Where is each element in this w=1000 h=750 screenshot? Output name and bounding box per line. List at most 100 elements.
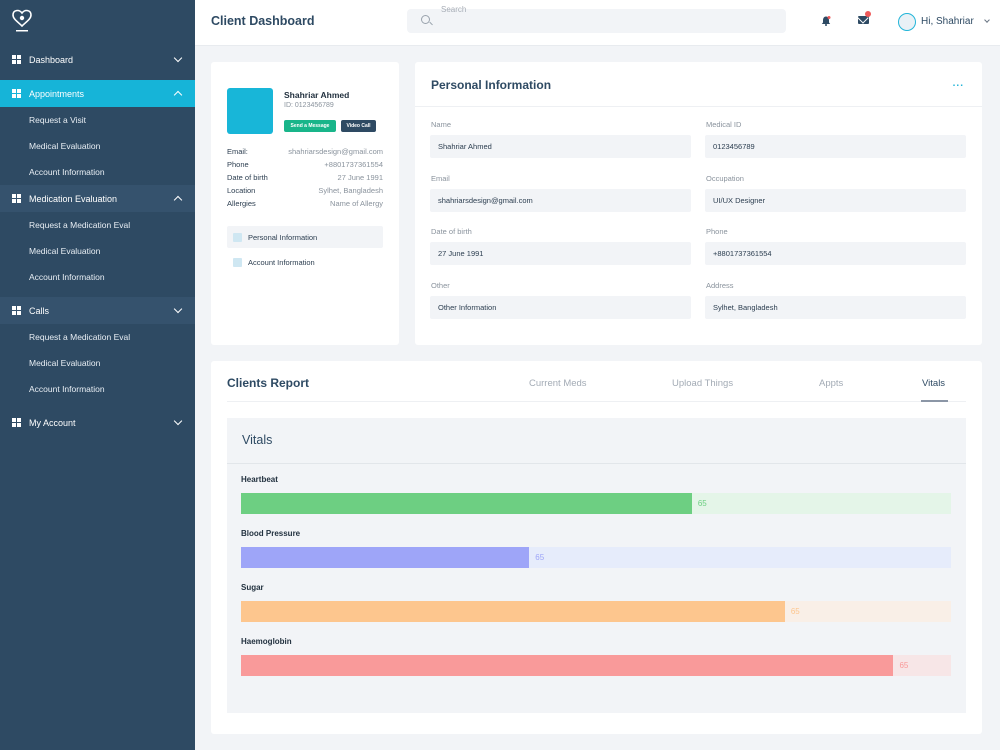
sidebar-nav: Dashboard Appointments Request a Visit Medi… <box>0 46 195 436</box>
dashboard-grid-icon <box>12 306 21 315</box>
more-options-icon[interactable]: ... <box>952 78 964 89</box>
field-label: Occupation <box>706 173 744 183</box>
bar-label: Heartbeat <box>241 475 278 484</box>
vitals-title: Vitals <box>242 433 273 447</box>
field-label: Name <box>431 120 452 129</box>
sidebar-group-label: My Account <box>29 417 76 428</box>
personal-info-title: Personal Information <box>431 78 552 92</box>
sidebar-item[interactable]: Request a Visit <box>29 115 87 125</box>
sidebar-group-label: Calls <box>29 305 50 316</box>
sidebar-item[interactable]: Request a Medication Eval <box>29 220 131 230</box>
profile-nav-account-information[interactable]: Account Information <box>227 251 383 273</box>
bar-value: 65 <box>697 499 707 508</box>
detail-value: +8801737361554 <box>324 160 383 169</box>
bar-track: 65 <box>241 493 951 514</box>
video-call-button[interactable]: Video Call <box>341 120 376 132</box>
sidebar-group-label: Medication Evaluation <box>29 193 118 204</box>
send-message-button[interactable]: Send a Message <box>284 120 336 132</box>
tab-upload-things[interactable]: Upload Things <box>672 378 734 389</box>
vitals-panel: Vitals Heartbeat 65 Blood Pressure 65 Sugar 6… <box>227 418 966 713</box>
field-value: Sylhet, Bangladesh <box>705 295 966 319</box>
divider <box>415 106 982 107</box>
bar-value: 65 <box>899 661 909 670</box>
field-label: Other <box>431 280 450 290</box>
notification-bell-icon[interactable] <box>821 16 831 26</box>
bar-fill <box>241 493 692 514</box>
profile-nav-personal-information[interactable]: Personal Information <box>227 226 383 248</box>
bar-fill <box>241 601 785 622</box>
user-greeting[interactable]: Hi, Shahriar <box>921 16 974 27</box>
dashboard-grid-icon <box>12 418 21 427</box>
dashboard-grid-icon <box>12 194 21 203</box>
profile-detail-row: Phone +8801737361554 <box>227 160 383 169</box>
search-input[interactable]: Search <box>407 5 786 33</box>
bar-track: 65 <box>241 655 951 676</box>
field-label: Email <box>431 173 450 183</box>
bar-label: Blood Pressure <box>241 529 301 538</box>
sidebar-group-my-account[interactable]: My Account <box>0 409 195 436</box>
bar-label: Sugar <box>241 583 264 592</box>
profile-card: Shahriar Ahmed ID: 0123456789 Send a Mes… <box>211 62 399 345</box>
bar-value: 65 <box>790 607 800 616</box>
chevron-up-icon[interactable] <box>173 90 183 100</box>
chevron-down-icon[interactable] <box>173 53 183 63</box>
sidebar: Dashboard Appointments Request a Visit Medi… <box>0 0 195 750</box>
sidebar-group-label: Dashboard <box>29 54 74 65</box>
field-value: shahriarsdesign@gmail.com <box>430 188 691 212</box>
bar-track: 65 <box>241 547 951 568</box>
detail-label: Location <box>227 186 256 195</box>
chevron-up-icon[interactable] <box>173 195 183 205</box>
sidebar-group-label: Appointments <box>29 88 85 99</box>
sidebar-group-calls[interactable]: Calls <box>0 297 195 324</box>
field-value: 0123456789 <box>705 135 966 158</box>
sidebar-group-medication-evaluation[interactable]: Medication Evaluation <box>0 185 195 212</box>
dashboard-grid-icon <box>12 89 21 98</box>
sidebar-item[interactable]: Medical Evaluation <box>29 358 101 368</box>
page-title: Client Dashboard <box>211 14 315 28</box>
square-icon <box>233 232 242 242</box>
top-header: Client Dashboard Search Hi, Shahriar <box>195 0 1000 46</box>
sidebar-group-appointments[interactable]: Appointments <box>0 80 195 107</box>
sidebar-item[interactable]: Account Information <box>29 384 105 394</box>
chevron-down-icon[interactable] <box>173 304 183 314</box>
sidebar-item[interactable]: Medical Evaluation <box>29 141 101 151</box>
profile-nav-label: Personal Information <box>248 232 318 242</box>
field-label: Address <box>706 280 734 290</box>
detail-label: Phone <box>227 160 249 169</box>
mail-icon[interactable] <box>858 16 869 24</box>
clients-report-card: Clients Report Current Meds Upload Things… <box>211 361 982 734</box>
bar-fill <box>241 547 530 568</box>
field-label: Date of birth <box>431 227 472 236</box>
active-tab-underline <box>921 400 948 402</box>
detail-label: Date of birth <box>227 173 268 182</box>
tab-appts[interactable]: Appts <box>819 378 844 389</box>
sidebar-item[interactable]: Account Information <box>29 272 105 282</box>
bar-label: Haemoglobin <box>241 637 292 646</box>
report-title: Clients Report <box>227 376 310 390</box>
field-label: Phone <box>706 227 728 236</box>
tab-vitals[interactable]: Vitals <box>922 378 946 389</box>
sidebar-group-dashboard[interactable]: Dashboard <box>0 46 195 73</box>
field-value: Shahriar Ahmed <box>430 135 691 158</box>
bar-fill <box>241 655 894 676</box>
chevron-down-icon[interactable] <box>173 416 183 426</box>
field-value: UI/UX Designer <box>705 188 966 212</box>
user-avatar[interactable] <box>898 13 916 31</box>
tabs-divider <box>227 401 966 402</box>
sidebar-item[interactable]: Request a Medication Eval <box>29 332 131 342</box>
profile-id: ID: 0123456789 <box>284 102 334 109</box>
detail-value: 27 June 1991 <box>337 173 383 182</box>
bar-value: 65 <box>535 553 545 562</box>
tab-current-meds[interactable]: Current Meds <box>529 378 587 389</box>
profile-detail-row: Allergies Name of Allergy <box>227 199 383 208</box>
field-value: Other Information <box>430 295 691 319</box>
chevron-down-icon[interactable] <box>984 17 990 23</box>
sidebar-item[interactable]: Account Information <box>29 167 105 177</box>
sidebar-item[interactable]: Medical Evaluation <box>29 246 101 256</box>
field-value: 27 June 1991 <box>430 242 691 265</box>
profile-photo <box>227 88 273 134</box>
detail-value: Sylhet, Bangladesh <box>318 186 383 195</box>
field-label: Medical ID <box>706 120 742 129</box>
detail-value: shahriarsdesign@gmail.com <box>288 147 383 156</box>
field-value: +8801737361554 <box>705 242 966 265</box>
